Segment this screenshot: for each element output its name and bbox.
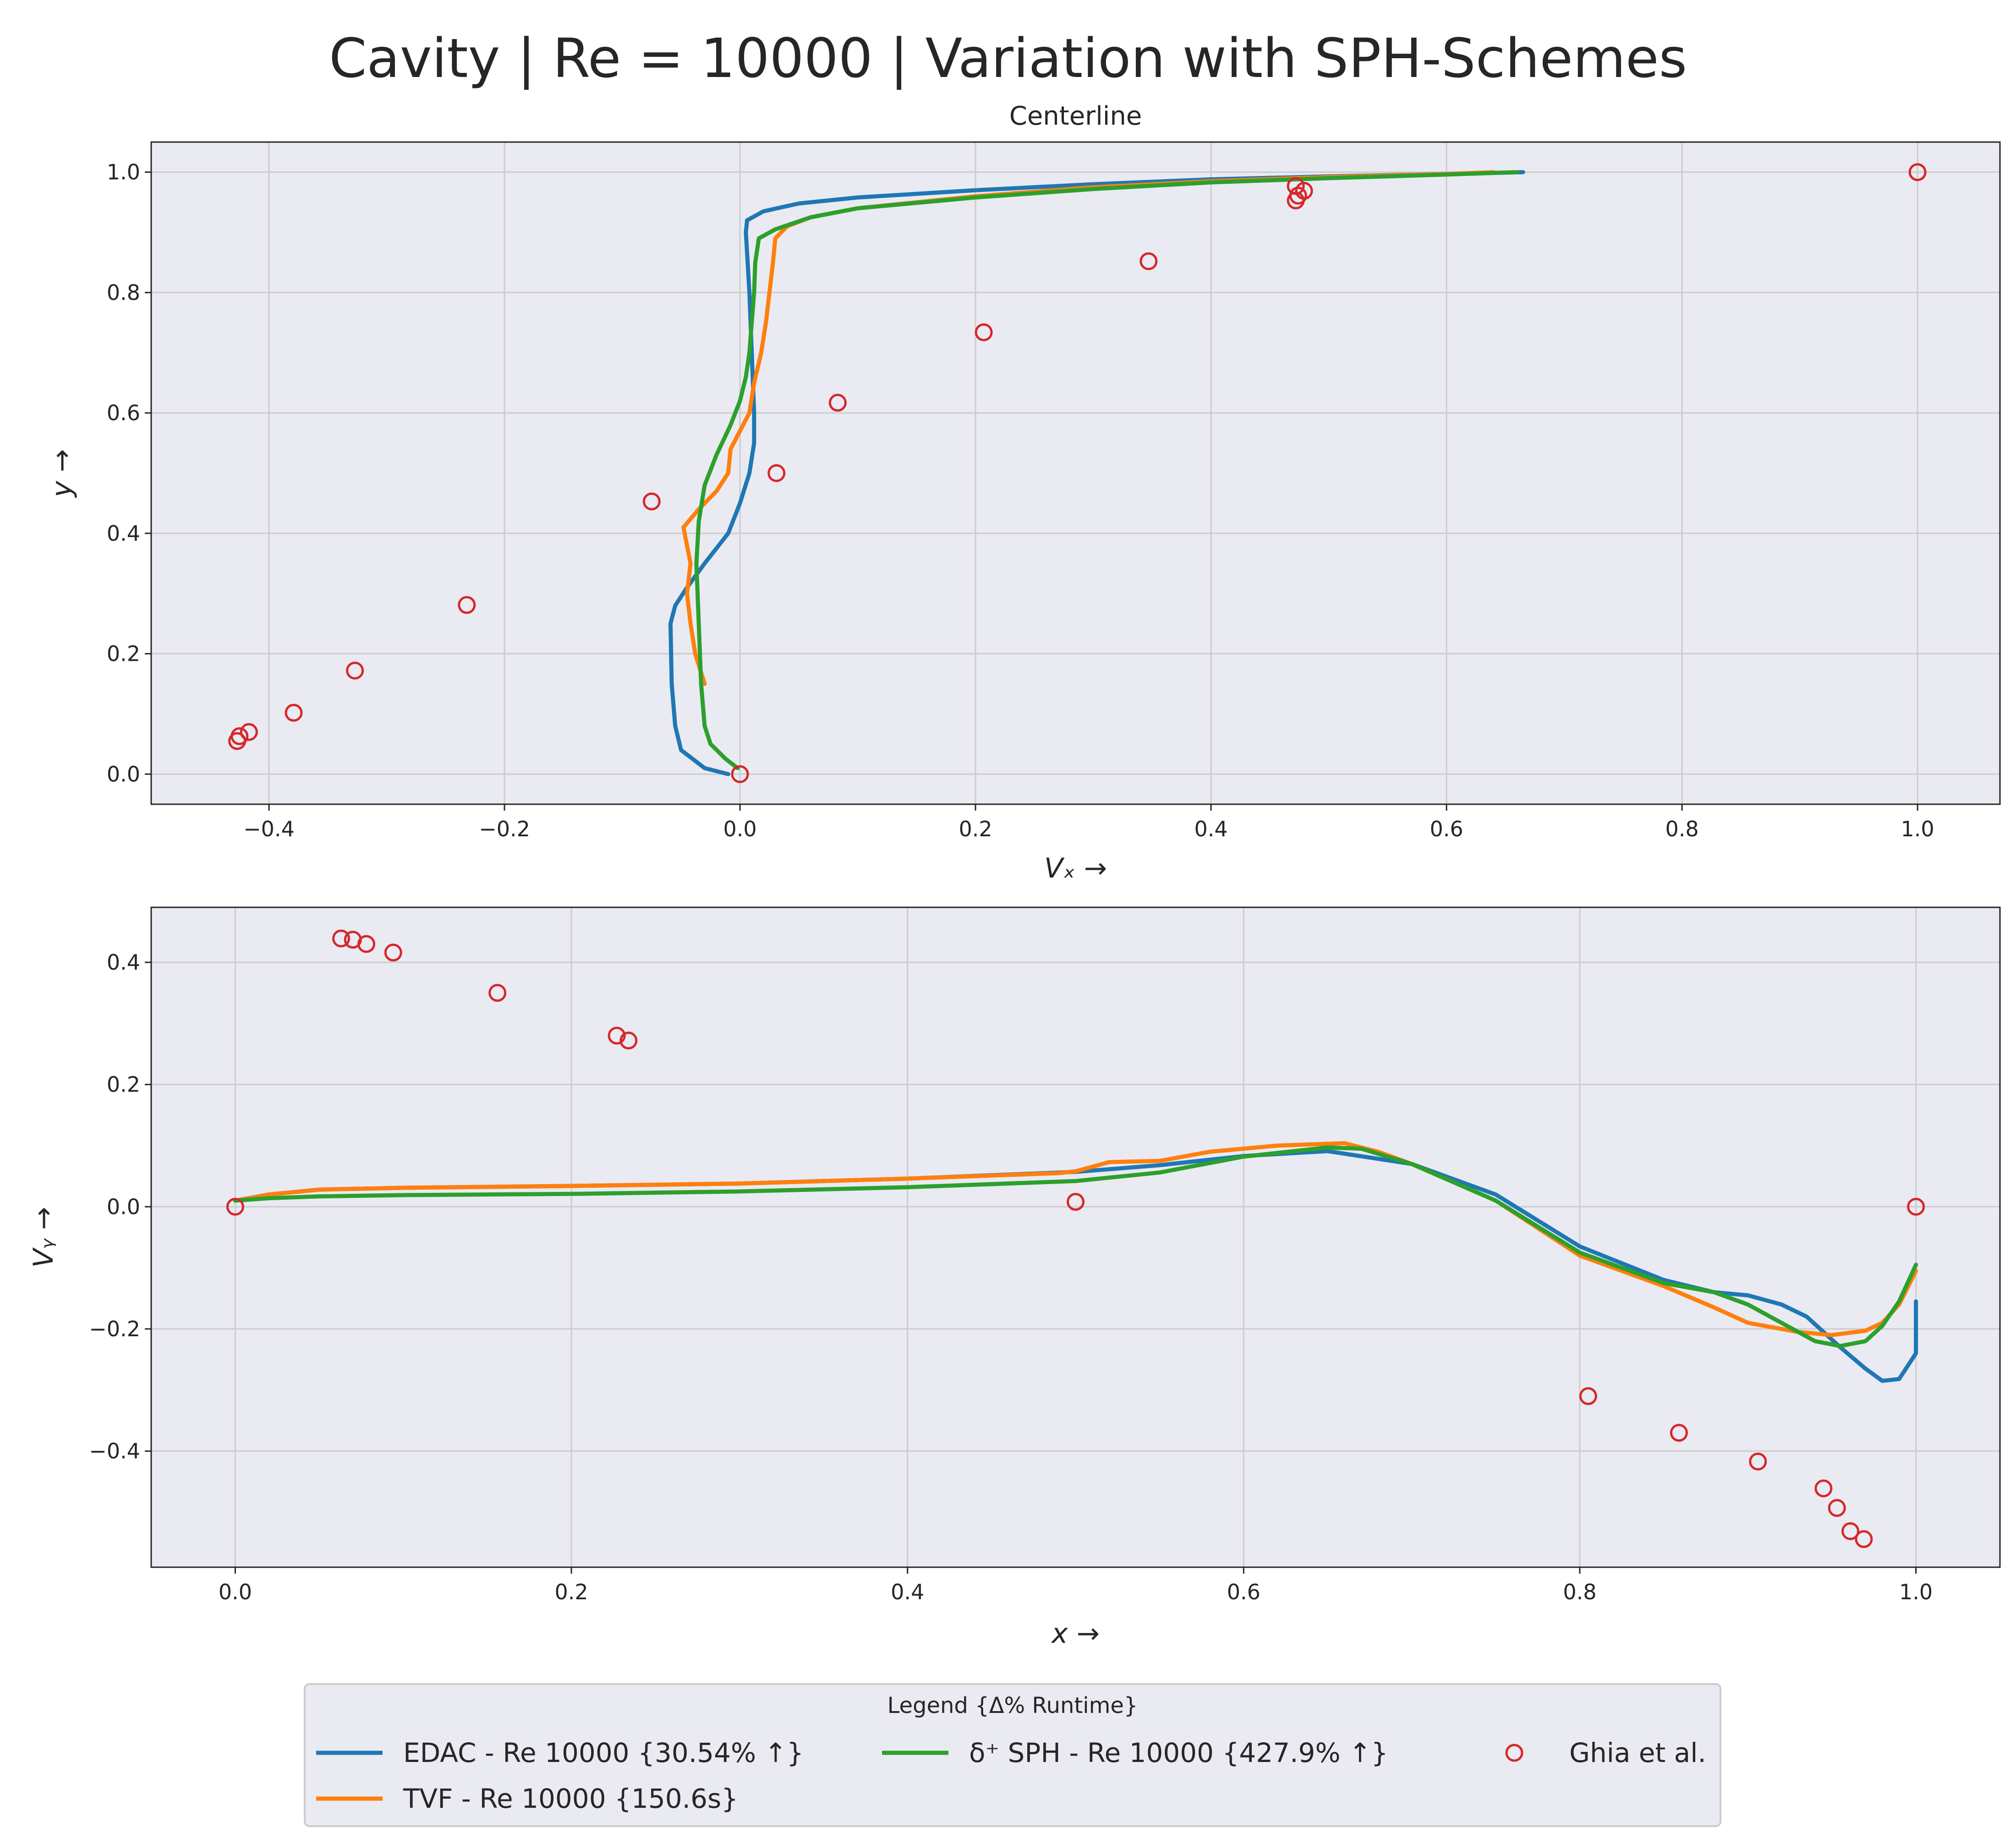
ghia-data-point bbox=[608, 1026, 626, 1045]
ghia-data-point bbox=[1828, 1499, 1846, 1517]
x-axis-label: Vₓ → bbox=[1044, 852, 1107, 884]
ghia-data-point bbox=[226, 1197, 244, 1216]
x-tick-label: 0.6 bbox=[1430, 817, 1463, 841]
y-tick-label: 0.4 bbox=[107, 521, 140, 546]
plot-background bbox=[151, 907, 2000, 1567]
x-tick-label: −0.2 bbox=[479, 817, 530, 841]
ghia-data-point bbox=[1289, 187, 1307, 205]
series-line bbox=[233, 1141, 1918, 1337]
ghia-data-point bbox=[384, 944, 402, 962]
figure-suptitle: Cavity | Re = 10000 | Variation with SPH… bbox=[329, 27, 1687, 90]
x-tick-label: 0.4 bbox=[891, 1580, 924, 1604]
series-line bbox=[233, 1145, 1918, 1348]
ghia-data-point bbox=[1139, 252, 1158, 270]
y-axis-label: y → bbox=[46, 449, 78, 498]
legend-title: Legend {Δ% Runtime} bbox=[887, 1693, 1138, 1718]
ghia-data-point bbox=[975, 323, 993, 341]
ghia-data-point bbox=[1067, 1193, 1085, 1211]
ghia-data-point bbox=[230, 727, 249, 746]
ghia-data-point bbox=[1749, 1452, 1767, 1471]
series-sph-re-10000-427-9 bbox=[233, 1145, 1918, 1348]
x-tick-label: 0.0 bbox=[219, 1580, 252, 1604]
series-ghia-et-al bbox=[228, 163, 1927, 783]
x-tick-label: 0.8 bbox=[1563, 1580, 1596, 1604]
legend: Legend {Δ% Runtime} EDAC - Re 10000 {30.… bbox=[304, 1683, 1721, 1827]
plot-background bbox=[151, 142, 2000, 804]
y-tick-label: −0.4 bbox=[89, 1439, 140, 1464]
ghia-data-point bbox=[619, 1032, 638, 1050]
ghia-data-point bbox=[458, 596, 476, 614]
ghia-data-point bbox=[1670, 1424, 1688, 1442]
x-tick-label: 0.2 bbox=[554, 1580, 588, 1604]
series-ghia-et-al bbox=[226, 929, 1925, 1548]
ghia-data-point bbox=[828, 394, 847, 412]
y-axis-label: Vᵧ → bbox=[27, 1207, 60, 1268]
y-tick-label: 1.0 bbox=[107, 160, 140, 185]
x-tick-label: 0.4 bbox=[1194, 817, 1227, 841]
series-line bbox=[668, 170, 1525, 776]
ghia-data-point bbox=[767, 464, 786, 482]
x-tick-label: 1.0 bbox=[1901, 817, 1934, 841]
ghia-data-point bbox=[1579, 1387, 1597, 1405]
y-tick-label: 0.2 bbox=[107, 642, 140, 666]
y-tick-label: 0.0 bbox=[107, 1194, 140, 1219]
legend-edac-label: EDAC - Re 10000 {30.54% ↑} bbox=[403, 1737, 804, 1768]
ghia-data-point bbox=[1287, 177, 1305, 195]
y-tick-label: 0.8 bbox=[107, 280, 140, 305]
ghia-data-point bbox=[1855, 1530, 1873, 1548]
plot-frame bbox=[150, 141, 2001, 805]
x-tick-label: 0.0 bbox=[723, 817, 756, 841]
legend-frame bbox=[304, 1683, 1721, 1827]
y-tick-label: −0.2 bbox=[89, 1317, 140, 1341]
ghia-data-point bbox=[1841, 1522, 1860, 1540]
ghia-data-point bbox=[332, 929, 351, 948]
series-tvf-re-10000-150-6s bbox=[233, 1141, 1918, 1337]
ghia-data-point bbox=[1814, 1479, 1833, 1498]
series-sph-re-10000-427-9 bbox=[694, 170, 1519, 770]
series-edac-re-10000-30-54 bbox=[668, 170, 1525, 776]
x-axis-label: x → bbox=[1051, 1618, 1100, 1650]
legend-dsph-label: δ⁺ SPH - Re 10000 {427.9% ↑} bbox=[969, 1737, 1388, 1768]
series-line bbox=[694, 170, 1519, 770]
x-tick-label: −0.4 bbox=[243, 817, 295, 841]
x-tick-label: 0.6 bbox=[1227, 1580, 1260, 1604]
plot-frame bbox=[150, 906, 2001, 1568]
legend-ghia-label: Ghia et al. bbox=[1569, 1737, 1706, 1768]
y-tick-label: 0.6 bbox=[107, 401, 140, 425]
ghia-data-point bbox=[346, 661, 364, 680]
ghia-data-point bbox=[240, 723, 258, 741]
ghia-data-point bbox=[1907, 1197, 1925, 1216]
y-tick-label: 0.2 bbox=[107, 1072, 140, 1097]
plot-title: Centerline bbox=[1009, 101, 1142, 131]
centerline-vx-plot: −0.4 −0.2 0.0 0.2 0.4 0.6 0.8 1.0 0.0 0.2 0.4 0.6 0.… bbox=[46, 101, 2001, 884]
legend-ghia-marker bbox=[1505, 1744, 1523, 1762]
ghia-data-point bbox=[731, 765, 749, 783]
centerline-vy-plot: 0.0 0.2 0.4 0.6 0.8 1.0 −0.4 −0.2 0.0 0.2 0.4 x → Vᵧ… bbox=[27, 906, 2001, 1650]
legend-tvf-label: TVF - Re 10000 {150.6s} bbox=[403, 1783, 738, 1814]
y-tick-label: 0.4 bbox=[107, 950, 140, 975]
y-tick-label: 0.0 bbox=[107, 762, 140, 786]
x-tick-label: 0.2 bbox=[959, 817, 992, 841]
ghia-data-point bbox=[642, 492, 661, 510]
ghia-data-point bbox=[285, 703, 303, 722]
ghia-data-point bbox=[1908, 163, 1927, 181]
x-tick-label: 1.0 bbox=[1899, 1580, 1933, 1604]
ghia-data-point bbox=[357, 935, 376, 953]
x-tick-label: 0.8 bbox=[1665, 817, 1699, 841]
ghia-data-point bbox=[488, 984, 507, 1002]
